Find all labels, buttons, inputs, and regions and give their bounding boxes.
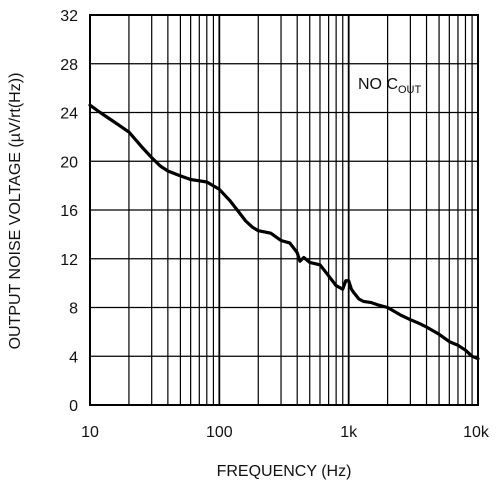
series-line-noise [88,103,480,361]
x-tick-labels: 10 100 1k 10k [81,424,490,441]
y-tick-label: 8 [69,301,78,318]
major-gridlines [89,14,479,406]
y-tick-label: 28 [60,57,78,74]
y-tick-label: 20 [60,154,78,171]
y-tick-label: 12 [60,252,78,269]
y-axis-label: OUTPUT NOISE VOLTAGE (µV/rt(Hz)) [7,73,24,350]
y-tick-label: 4 [69,349,78,366]
plot-frame [89,14,479,406]
series-layer [88,103,480,361]
x-tick-label: 10k [463,424,490,441]
y-tick-label: 16 [60,203,78,220]
x-axis-label: FREQUENCY (Hz) [217,463,352,480]
annotation-no-cout: NO COUT [358,76,422,96]
y-tick-label: 32 [60,8,78,25]
y-tick-labels: 0 4 8 12 16 20 24 28 32 [60,8,78,415]
x-tick-label: 10 [81,424,99,441]
annotation-main: NO C [358,76,398,93]
x-tick-label: 1k [340,424,358,441]
annotation-text: NO COUT [358,76,422,96]
y-tick-label: 24 [60,106,78,123]
annotation-subscript: OUT [398,84,422,96]
x-tick-label: 100 [206,424,233,441]
y-tick-label: 0 [69,398,78,415]
